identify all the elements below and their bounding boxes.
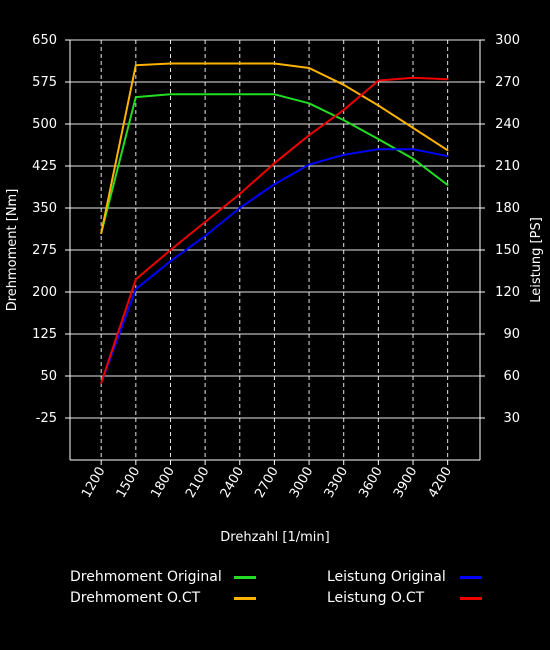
- series-1-point: [342, 119, 345, 121]
- series-2-point: [412, 127, 414, 129]
- series-1-point: [446, 184, 449, 186]
- series-3-point: [169, 260, 172, 263]
- x-tick-label: 1200: [79, 465, 109, 501]
- legend-swatch-1: [234, 576, 256, 579]
- y-left-tick-label: -25: [36, 411, 57, 426]
- y-right-tick-label: 30: [503, 411, 520, 426]
- series-4-point: [308, 134, 310, 137]
- x-tick-label: 2700: [252, 465, 282, 501]
- y-right-tick-label: 300: [495, 33, 520, 48]
- legend-swatch-4: [460, 597, 482, 600]
- series-1-point: [134, 96, 137, 99]
- series-2-point: [377, 104, 380, 107]
- series-1-point: [308, 102, 310, 105]
- series-1-point: [169, 93, 172, 96]
- series-2-point: [342, 83, 345, 86]
- y-right-tick-label: 180: [495, 201, 520, 216]
- series-2-point: [446, 149, 449, 152]
- x-axis-title: Drehzahl [1/min]: [220, 530, 329, 545]
- series-2-point: [273, 62, 276, 65]
- y-right-tick-label: 240: [495, 117, 520, 132]
- legend-label-4: Leistung O.CT: [327, 590, 425, 606]
- series-1-point: [273, 93, 276, 96]
- series-2-point: [238, 62, 241, 65]
- x-tick-label: 3300: [322, 465, 352, 501]
- x-tick-label: 3900: [391, 465, 421, 501]
- series-2-point: [169, 62, 172, 65]
- legend-label-1: Drehmoment Original: [70, 569, 222, 585]
- series-3-point: [412, 148, 414, 151]
- series-2-point: [204, 62, 207, 65]
- y-right-tick-label: 120: [495, 285, 520, 300]
- y-left-tick-label: 575: [32, 75, 57, 90]
- series-1-point: [412, 157, 414, 160]
- x-tick-label: 3600: [356, 465, 386, 501]
- y-left-tick-label: 275: [32, 243, 57, 258]
- series-2-point: [308, 67, 310, 69]
- series-4-point: [446, 78, 449, 81]
- series-1-point: [204, 93, 207, 96]
- y-left-tick-label: 125: [32, 327, 57, 342]
- series-4-point: [238, 193, 241, 195]
- y-right-tick-label: 90: [503, 327, 520, 342]
- series-1-point: [238, 93, 241, 96]
- series-3-point: [134, 288, 137, 291]
- x-tick-label: 3000: [287, 465, 317, 501]
- series-4-point: [412, 76, 414, 79]
- series-3-point: [446, 155, 449, 158]
- series-2-point: [134, 64, 137, 67]
- series-4-point: [204, 221, 207, 223]
- y-axis-right-title: Leistung [PS]: [529, 217, 544, 303]
- series-3-point: [238, 207, 241, 209]
- legend-label-3: Leistung Original: [327, 569, 446, 585]
- x-tick-label: 2100: [183, 465, 213, 501]
- series-3-point: [273, 183, 276, 186]
- series-3-point: [308, 163, 310, 166]
- y-right-tick-label: 210: [495, 159, 520, 174]
- series-3-point: [377, 148, 380, 151]
- legend-label-2: Drehmoment O.CT: [70, 590, 201, 606]
- y-left-tick-label: 200: [32, 285, 57, 300]
- y-right-tick-label: 150: [495, 243, 520, 258]
- y-left-tick-label: 650: [32, 33, 57, 48]
- x-tick-label: 4200: [426, 465, 456, 501]
- y-left-tick-label: 425: [32, 159, 57, 174]
- series-2-point: [100, 232, 103, 235]
- y-left-tick-label: 500: [32, 117, 57, 132]
- series-3-point: [204, 235, 207, 237]
- y-right-tick-label: 270: [495, 75, 520, 90]
- x-tick-label: 2400: [218, 465, 248, 501]
- series-1-point: [377, 138, 380, 141]
- series-4-point: [377, 79, 380, 82]
- y-left-tick-label: 50: [40, 369, 57, 384]
- legend-swatch-3: [460, 576, 482, 579]
- series-4-point: [273, 162, 276, 165]
- series-3-point: [342, 153, 345, 156]
- series-4-point: [169, 249, 172, 251]
- legend-swatch-2: [234, 597, 256, 600]
- series-4-point: [100, 382, 103, 384]
- x-tick-label: 1500: [114, 465, 144, 501]
- series-4-point: [134, 278, 137, 281]
- y-left-tick-label: 350: [32, 201, 57, 216]
- y-axis-left-title: Drehmoment [Nm]: [5, 189, 20, 312]
- y-right-tick-label: 60: [503, 369, 520, 384]
- x-tick-label: 1800: [148, 465, 178, 501]
- series-4-point: [342, 109, 345, 111]
